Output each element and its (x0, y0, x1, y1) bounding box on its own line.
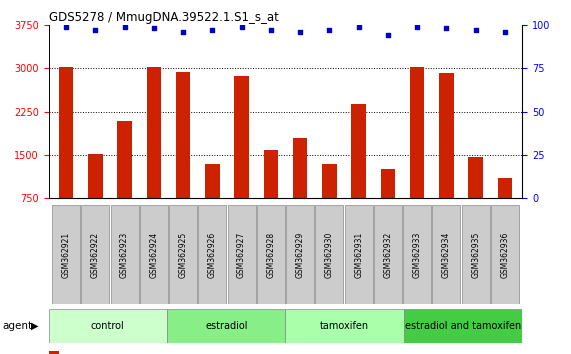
Text: GSM362934: GSM362934 (442, 232, 451, 278)
Point (237, 24, 246, 29)
Bar (228, 205, 256, 304)
Bar (52, 205, 80, 304)
Point (354, 24, 363, 29)
Text: estradiol and tamoxifen: estradiol and tamoxifen (405, 321, 521, 331)
Bar (403, 205, 431, 304)
Bar (461, 205, 490, 304)
Bar (234, 76, 249, 198)
Bar (286, 205, 314, 304)
Bar (410, 67, 424, 198)
Text: GSM362922: GSM362922 (91, 232, 100, 278)
Text: GSM362925: GSM362925 (179, 232, 188, 278)
Bar (439, 73, 454, 198)
Text: ▶: ▶ (31, 321, 39, 331)
Bar (257, 205, 285, 304)
Bar (286, 309, 404, 343)
Point (120, 24, 129, 29)
Text: GDS5278 / MmugDNA.39522.1.S1_s_at: GDS5278 / MmugDNA.39522.1.S1_s_at (49, 11, 279, 24)
Bar (59, 67, 74, 198)
Text: GSM362936: GSM362936 (500, 232, 509, 278)
Text: GSM362929: GSM362929 (296, 232, 304, 278)
Bar (432, 205, 460, 304)
Bar (169, 205, 197, 304)
Text: GSM362931: GSM362931 (354, 232, 363, 278)
Bar (88, 154, 103, 198)
Point (91, 27, 100, 33)
Text: control: control (91, 321, 124, 331)
Text: tamoxifen: tamoxifen (320, 321, 369, 331)
Point (266, 27, 275, 33)
Bar (111, 205, 139, 304)
Bar (117, 121, 132, 198)
Bar (322, 164, 337, 198)
Text: GSM362928: GSM362928 (267, 232, 275, 278)
Bar (468, 156, 483, 198)
Point (383, 32, 392, 38)
Bar (381, 169, 395, 198)
Bar (264, 150, 278, 198)
Point (62, 24, 71, 29)
Bar (81, 205, 110, 304)
Point (471, 27, 480, 33)
Text: GSM362924: GSM362924 (150, 232, 158, 278)
Text: GSM362930: GSM362930 (325, 232, 334, 278)
Bar (293, 138, 307, 198)
Text: GSM362932: GSM362932 (383, 232, 392, 278)
Bar (491, 205, 519, 304)
Bar (315, 205, 343, 304)
Point (179, 29, 188, 35)
Bar (49, 351, 59, 354)
Text: GSM362921: GSM362921 (62, 232, 71, 278)
Bar (167, 309, 286, 343)
Bar (140, 205, 168, 304)
Point (413, 24, 422, 29)
Point (325, 27, 334, 33)
Bar (176, 72, 190, 198)
Text: GSM362926: GSM362926 (208, 232, 217, 278)
Point (442, 25, 451, 31)
Text: GSM362935: GSM362935 (471, 232, 480, 278)
Bar (404, 309, 522, 343)
Point (296, 29, 305, 35)
Text: estradiol: estradiol (205, 321, 247, 331)
Point (208, 27, 217, 33)
Bar (198, 205, 227, 304)
Bar (351, 104, 366, 198)
Bar (205, 164, 220, 198)
Bar (147, 67, 161, 198)
Point (149, 25, 158, 31)
Text: agent: agent (3, 321, 33, 331)
Bar (344, 205, 373, 304)
Text: GSM362933: GSM362933 (413, 232, 421, 278)
Text: GSM362927: GSM362927 (237, 232, 246, 278)
Bar (374, 205, 402, 304)
Point (500, 29, 509, 35)
Bar (497, 178, 512, 198)
Text: GSM362923: GSM362923 (120, 232, 129, 278)
Bar (49, 309, 167, 343)
